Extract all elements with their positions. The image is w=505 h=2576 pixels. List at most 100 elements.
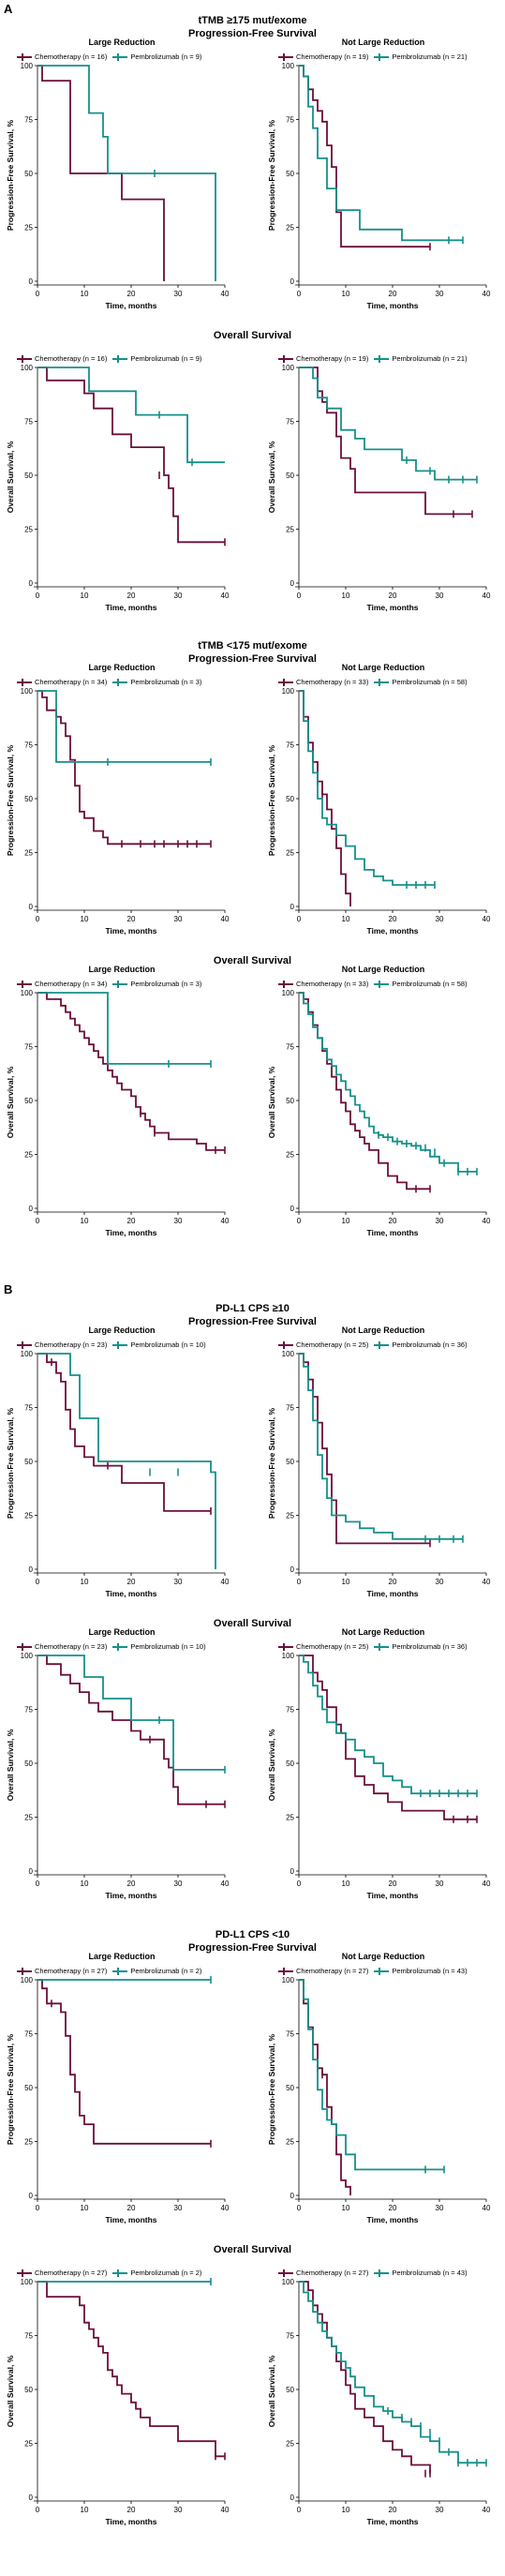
- x-tick-label: 30: [174, 915, 183, 923]
- legend-swatch: [17, 1340, 32, 1349]
- series-chemo: [37, 690, 212, 848]
- y-tick-label: 50: [286, 2386, 294, 2394]
- y-tick-label: 100: [282, 62, 295, 70]
- legend-swatch: [374, 2269, 390, 2277]
- x-tick-label: 10: [81, 1578, 89, 1586]
- y-tick-label: 100: [21, 1652, 34, 1660]
- legend-swatch: [17, 980, 32, 988]
- survival-curve: [37, 1353, 211, 1512]
- chart-legend: Chemotherapy (n = 27) Pembrolizumab (n = …: [278, 1967, 473, 1975]
- series-chemo: [37, 1353, 212, 1515]
- survival-curve: [37, 690, 211, 763]
- x-tick-label: 30: [174, 290, 183, 298]
- km-chart: Large Reduction Chemotherapy (n = 16) Pemb…: [0, 37, 244, 360]
- legend-label: Pembrolizumab (n = 10): [130, 1340, 206, 1349]
- axes: 0 25 50 75 100 0 10 20 30 40: [282, 989, 491, 1225]
- x-tick-label: 10: [81, 2506, 89, 2514]
- y-tick-label: 75: [24, 1043, 33, 1052]
- y-tick-label: 50: [24, 2386, 33, 2394]
- x-tick-label: 20: [389, 290, 397, 298]
- legend-label: Chemotherapy (n = 34): [35, 980, 108, 988]
- legend-label: Chemotherapy (n = 25): [296, 1642, 369, 1651]
- legend-entry: Chemotherapy (n = 23): [17, 1642, 107, 1651]
- x-tick-label: 30: [436, 1578, 444, 1586]
- x-tick-label: 10: [342, 2506, 350, 2514]
- y-axis-label: Overall Survival, %: [267, 1066, 276, 1139]
- y-tick-label: 50: [24, 1458, 33, 1466]
- y-tick-label: 100: [282, 1350, 295, 1358]
- y-tick-label: 0: [29, 1867, 34, 1876]
- legend-label: Chemotherapy (n = 19): [296, 354, 369, 363]
- y-tick-label: 75: [24, 418, 33, 427]
- series-chemo: [299, 367, 473, 518]
- legend-label: Pembrolizumab (n = 3): [130, 678, 202, 686]
- chart-title: Large Reduction: [88, 1952, 156, 1961]
- y-tick-label: 25: [286, 526, 294, 534]
- section-title: Progression-Free Survival: [188, 1942, 317, 1954]
- chart-legend: Chemotherapy (n = 25) Pembrolizumab (n = …: [278, 1642, 473, 1651]
- series-pembro: [299, 1353, 464, 1543]
- section-title: Progression-Free Survival: [188, 28, 317, 39]
- legend-label: Chemotherapy (n = 16): [35, 354, 108, 363]
- y-tick-label: 0: [290, 1205, 295, 1213]
- legend-entry: Chemotherapy (n = 16): [17, 52, 107, 61]
- series-pembro: [37, 367, 225, 467]
- survival-curve: [299, 2281, 486, 2464]
- x-tick-label: 40: [483, 915, 491, 923]
- axes: 0 25 50 75 100 0 10 20 30 40: [21, 989, 230, 1225]
- legend-entry: Chemotherapy (n = 34): [17, 980, 107, 988]
- chart-legend: Chemotherapy (n = 16) Pembrolizumab (n = …: [17, 52, 207, 61]
- legend-label: Chemotherapy (n = 19): [296, 52, 369, 61]
- x-tick-label: 10: [342, 915, 350, 923]
- y-tick-label: 75: [286, 1404, 294, 1413]
- x-axis-label: Time, months: [366, 603, 419, 612]
- x-tick-label: 0: [36, 2204, 40, 2212]
- x-tick-label: 40: [483, 2506, 491, 2514]
- y-axis-label: Overall Survival, %: [6, 2355, 15, 2428]
- y-tick-label: 75: [286, 2030, 294, 2039]
- survival-curve: [299, 2281, 431, 2474]
- series-pembro: [299, 2281, 487, 2467]
- legend-entry: Chemotherapy (n = 16): [17, 354, 107, 363]
- legend-entry: Pembrolizumab (n = 10): [112, 1340, 206, 1349]
- chart-title: Large Reduction: [88, 37, 156, 47]
- series-chemo: [37, 2281, 226, 2461]
- x-tick-label: 20: [127, 1880, 136, 1888]
- y-tick-label: 50: [286, 170, 294, 178]
- x-tick-label: 30: [436, 915, 444, 923]
- km-chart: Chemotherapy (n = 27) Pembrolizumab (n = …: [0, 2267, 244, 2576]
- series-chemo: [37, 1655, 226, 1808]
- legend-swatch: [278, 1642, 293, 1651]
- y-tick-label: 25: [24, 849, 33, 858]
- y-tick-label: 75: [24, 116, 33, 125]
- legend-swatch: [17, 1642, 32, 1651]
- legend-swatch: [374, 354, 390, 363]
- x-axis-label: Time, months: [366, 1228, 419, 1237]
- y-tick-label: 50: [24, 2084, 33, 2092]
- legend-label: Chemotherapy (n = 33): [296, 678, 369, 686]
- y-axis-label: Progression-Free Survival, %: [267, 2033, 276, 2146]
- plot-svg: 0 25 50 75 100 0 10 20 30 40: [21, 2278, 230, 2514]
- x-tick-label: 20: [389, 915, 397, 923]
- series-pembro: [37, 1353, 216, 1569]
- x-tick-label: 30: [174, 1880, 183, 1888]
- y-tick-label: 0: [290, 277, 295, 286]
- legend-label: Chemotherapy (n = 16): [35, 52, 108, 61]
- legend-label: Chemotherapy (n = 27): [35, 2269, 108, 2277]
- survival-curve: [299, 65, 463, 242]
- chart-title: Large Reduction: [88, 965, 156, 974]
- axes: 0 25 50 75 100 0 10 20 30 40: [21, 62, 230, 298]
- x-tick-label: 20: [389, 1217, 397, 1225]
- legend-label: Pembrolizumab (n = 43): [392, 1967, 468, 1975]
- plot-svg: 0 25 50 75 100 0 10 20 30 40: [282, 364, 491, 600]
- survival-curve: [37, 65, 216, 281]
- y-tick-label: 75: [24, 2030, 33, 2039]
- y-axis-label: Overall Survival, %: [6, 441, 15, 514]
- legend-swatch: [278, 52, 293, 61]
- legend-entry: Pembrolizumab (n = 43): [374, 2269, 468, 2277]
- x-tick-label: 30: [174, 1578, 183, 1586]
- legend-swatch: [374, 980, 390, 988]
- series-chemo: [37, 65, 165, 281]
- legend-entry: Pembrolizumab (n = 3): [112, 980, 201, 988]
- axes: 0 25 50 75 100 0 10 20 30 40: [282, 1350, 491, 1586]
